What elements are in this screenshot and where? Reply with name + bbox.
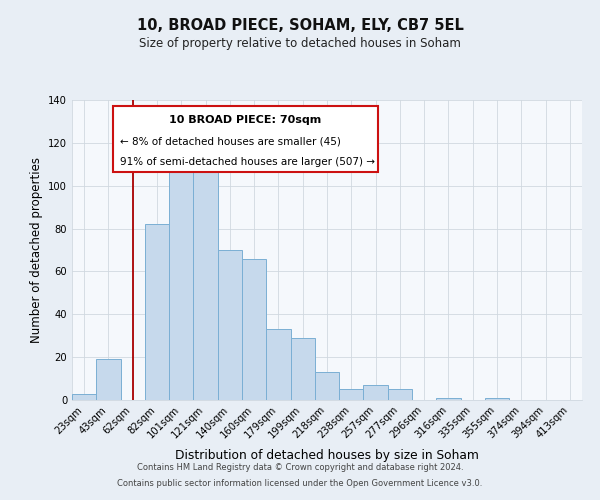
Text: Size of property relative to detached houses in Soham: Size of property relative to detached ho…	[139, 38, 461, 51]
Text: Contains HM Land Registry data © Crown copyright and database right 2024.: Contains HM Land Registry data © Crown c…	[137, 462, 463, 471]
X-axis label: Distribution of detached houses by size in Soham: Distribution of detached houses by size …	[175, 449, 479, 462]
Text: 10, BROAD PIECE, SOHAM, ELY, CB7 5EL: 10, BROAD PIECE, SOHAM, ELY, CB7 5EL	[137, 18, 463, 32]
Text: 10 BROAD PIECE: 70sqm: 10 BROAD PIECE: 70sqm	[169, 115, 322, 125]
Bar	[266, 330, 290, 400]
Bar	[485, 398, 509, 400]
Bar	[145, 224, 169, 400]
Bar	[388, 390, 412, 400]
Bar	[364, 385, 388, 400]
Bar	[315, 372, 339, 400]
Bar	[72, 394, 96, 400]
Y-axis label: Number of detached properties: Number of detached properties	[29, 157, 43, 343]
Text: 91% of semi-detached houses are larger (507) →: 91% of semi-detached houses are larger (…	[121, 157, 376, 167]
Text: Contains public sector information licensed under the Open Government Licence v3: Contains public sector information licen…	[118, 479, 482, 488]
Bar	[193, 158, 218, 400]
Bar	[290, 338, 315, 400]
Bar	[339, 390, 364, 400]
FancyBboxPatch shape	[113, 106, 378, 172]
Bar	[169, 164, 193, 400]
Bar	[96, 360, 121, 400]
Bar	[436, 398, 461, 400]
Bar	[218, 250, 242, 400]
Bar	[242, 258, 266, 400]
Text: ← 8% of detached houses are smaller (45): ← 8% of detached houses are smaller (45)	[121, 136, 341, 146]
